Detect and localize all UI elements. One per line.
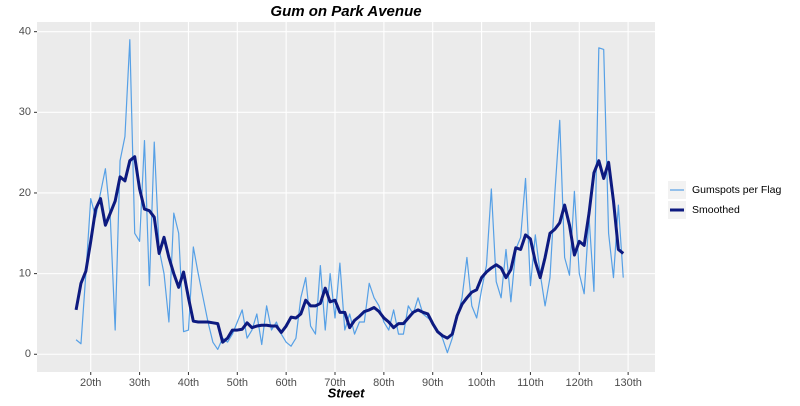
x-tick-label: 70th xyxy=(324,377,345,389)
legend-label: Smoothed xyxy=(692,204,740,216)
x-tick-label: 120th xyxy=(566,377,594,389)
legend-label: Gumspots per Flag xyxy=(692,184,781,196)
x-tick-label: 40th xyxy=(178,377,199,389)
x-axis-label: Street xyxy=(328,385,366,400)
y-tick-label: 10 xyxy=(19,268,31,280)
x-tick-label: 60th xyxy=(275,377,296,389)
chart-title: Gum on Park Avenue xyxy=(270,3,421,20)
y-tick-label: 30 xyxy=(19,106,31,118)
y-tick-label: 20 xyxy=(19,187,31,199)
x-tick-label: 50th xyxy=(227,377,248,389)
x-tick-label: 90th xyxy=(422,377,443,389)
x-tick-label: 100th xyxy=(468,377,496,389)
x-tick-label: 130th xyxy=(614,377,642,389)
x-tick-label: 110th xyxy=(517,377,544,389)
x-tick-label: 20th xyxy=(80,377,101,389)
line-series xyxy=(74,155,625,344)
y-tick-label: 0 xyxy=(25,348,31,360)
line-series xyxy=(75,39,624,354)
y-tick-label: 40 xyxy=(19,26,31,38)
x-tick-label: 30th xyxy=(129,377,150,389)
x-tick-label: 80th xyxy=(373,377,394,389)
